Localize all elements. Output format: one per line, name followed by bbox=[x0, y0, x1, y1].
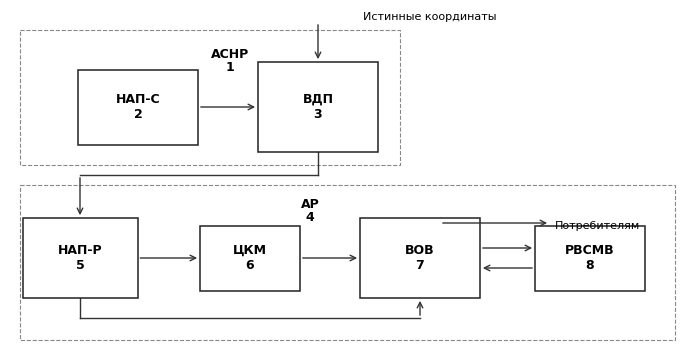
Text: НАП-С
2: НАП-С 2 bbox=[116, 93, 160, 121]
Text: 1: 1 bbox=[226, 61, 234, 74]
Text: ВОВ
7: ВОВ 7 bbox=[405, 244, 435, 272]
Text: Истинные координаты: Истинные координаты bbox=[363, 12, 497, 22]
Text: НАП-Р
5: НАП-Р 5 bbox=[58, 244, 102, 272]
Text: ЦКМ
6: ЦКМ 6 bbox=[233, 244, 267, 272]
Bar bbox=[258, 62, 378, 152]
Bar bbox=[78, 69, 198, 145]
Bar bbox=[360, 218, 480, 298]
Text: АСНР: АСНР bbox=[211, 48, 249, 61]
Bar bbox=[535, 226, 645, 290]
Bar bbox=[20, 30, 400, 165]
Text: 4: 4 bbox=[305, 211, 315, 224]
Bar bbox=[22, 218, 138, 298]
Text: ВДП
3: ВДП 3 bbox=[303, 93, 333, 121]
Bar bbox=[20, 185, 675, 340]
Text: РВСМВ
8: РВСМВ 8 bbox=[565, 244, 615, 272]
Bar bbox=[200, 226, 300, 290]
Text: АР: АР bbox=[301, 198, 319, 211]
Text: Потребителям: Потребителям bbox=[555, 221, 640, 231]
